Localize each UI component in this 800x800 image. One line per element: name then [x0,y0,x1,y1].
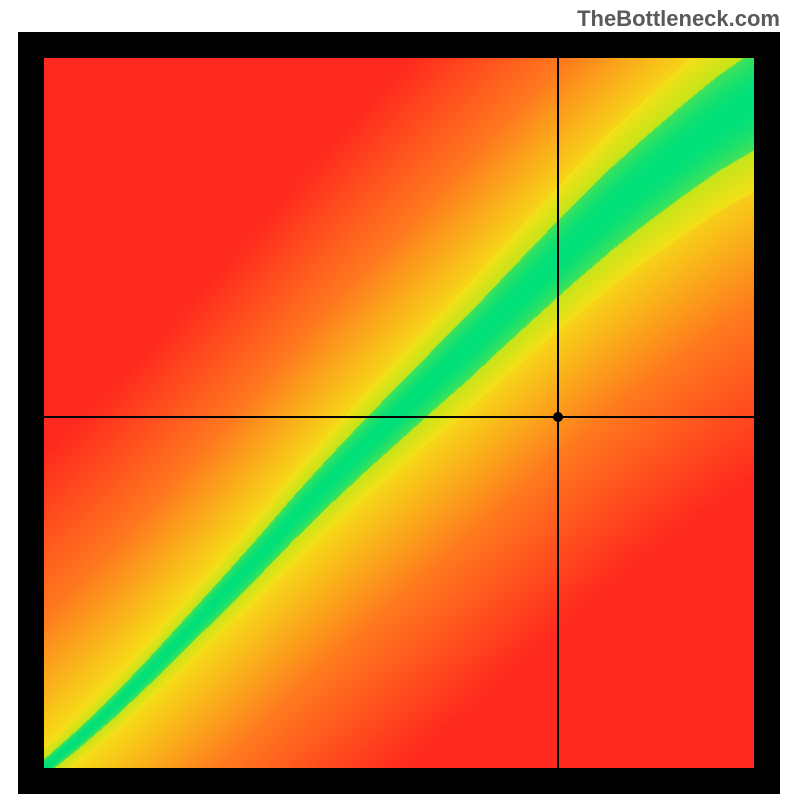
crosshair-marker [553,412,563,422]
chart-container: TheBottleneck.com [0,0,800,800]
crosshair-horizontal [44,416,754,418]
plot-frame [18,32,780,794]
heatmap-canvas [44,58,754,768]
attribution-text: TheBottleneck.com [577,6,780,32]
